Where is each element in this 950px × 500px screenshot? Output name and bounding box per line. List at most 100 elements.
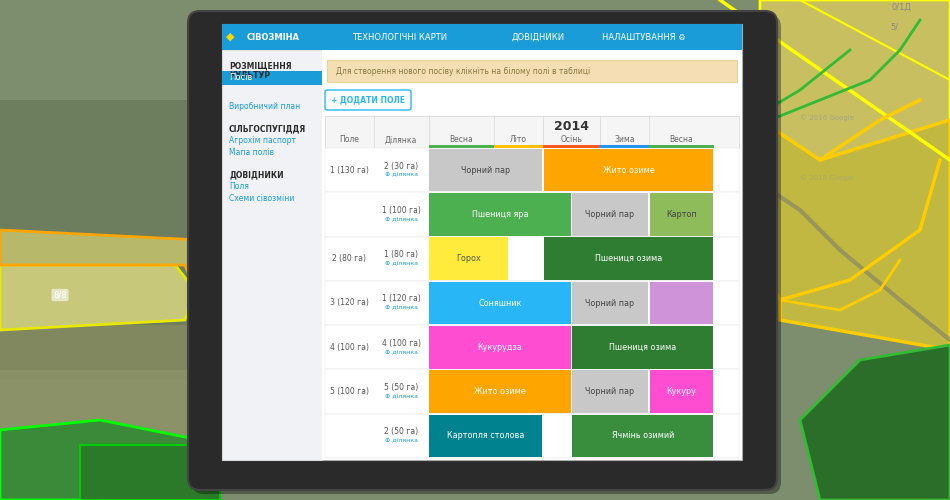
- Text: Жито озиме: Жито озиме: [474, 387, 525, 396]
- Bar: [325, 370, 739, 414]
- Bar: [599, 145, 649, 148]
- Text: Мапа полів: Мапа полів: [229, 148, 274, 157]
- Text: Кукуру: Кукуру: [667, 387, 696, 396]
- Text: Зима: Зима: [614, 136, 635, 144]
- Text: Осінь: Осінь: [560, 136, 582, 144]
- Circle shape: [731, 259, 737, 265]
- Bar: [0, 450, 180, 500]
- Bar: [650, 193, 713, 236]
- Bar: [572, 193, 648, 236]
- Text: 1 (130 га): 1 (130 га): [330, 166, 369, 174]
- Text: Весна: Весна: [449, 136, 473, 144]
- Text: 1/2: 1/2: [195, 308, 207, 317]
- Polygon shape: [740, 120, 950, 350]
- Text: 1 (120 га): 1 (120 га): [382, 294, 421, 304]
- Bar: [429, 326, 571, 368]
- Bar: [222, 71, 322, 85]
- Text: 8/8: 8/8: [53, 290, 67, 300]
- Bar: [572, 370, 648, 413]
- Text: СІВОЗМІНА: СІВОЗМІНА: [247, 32, 300, 42]
- Text: Пшениця озима: Пшениця озима: [595, 254, 662, 263]
- Text: СІЛЬГОСПУГІДДЯ: СІЛЬГОСПУГІДДЯ: [229, 124, 306, 133]
- Text: Схеми сівозміни: Схеми сівозміни: [229, 194, 294, 203]
- Text: Ділянка: Ділянка: [385, 136, 417, 144]
- Text: Агрохім паспорт: Агрохім паспорт: [229, 136, 296, 145]
- Bar: [572, 414, 713, 457]
- Bar: [543, 414, 571, 457]
- Bar: [325, 414, 739, 458]
- Text: 2 (80 га): 2 (80 га): [332, 254, 367, 263]
- Text: 2 (50 га): 2 (50 га): [384, 428, 418, 436]
- Bar: [542, 145, 599, 148]
- FancyBboxPatch shape: [325, 90, 411, 110]
- Bar: [494, 145, 542, 148]
- Bar: [543, 238, 713, 280]
- Text: + ДОДАТИ ПОЛЕ: + ДОДАТИ ПОЛЕ: [331, 96, 405, 104]
- Bar: [429, 193, 571, 236]
- FancyBboxPatch shape: [188, 11, 777, 490]
- Text: ⊕ ділянка: ⊕ ділянка: [385, 217, 418, 222]
- Text: Кукурудза: Кукурудза: [478, 343, 523, 352]
- Text: 5 (50 га): 5 (50 га): [384, 383, 418, 392]
- Text: ДОВІДНИКИ: ДОВІДНИКИ: [229, 170, 284, 179]
- Text: Чорний пар: Чорний пар: [585, 210, 635, 219]
- Text: 0/1Д: 0/1Д: [892, 3, 912, 12]
- Bar: [429, 370, 571, 413]
- Text: 2014: 2014: [554, 120, 589, 132]
- Text: 1 (100 га): 1 (100 га): [382, 206, 421, 215]
- Bar: [650, 370, 713, 413]
- Text: Жито озиме: Жито озиме: [602, 166, 655, 174]
- Text: Ячмінь озимий: Ячмінь озимий: [612, 432, 674, 440]
- Bar: [543, 149, 713, 192]
- Bar: [325, 281, 739, 325]
- Text: ⊕ ділянка: ⊕ ділянка: [385, 350, 418, 355]
- Text: ⊕ ділянка: ⊕ ділянка: [385, 394, 418, 399]
- Text: Картопля столова: Картопля столова: [446, 432, 524, 440]
- Text: Посів: Посів: [229, 74, 253, 82]
- Polygon shape: [0, 420, 200, 500]
- Bar: [325, 236, 739, 281]
- Text: ТЕХНОЛОГІЧНІ КАРТИ: ТЕХНОЛОГІЧНІ КАРТИ: [352, 32, 447, 42]
- Bar: [572, 326, 713, 368]
- Bar: [0, 370, 210, 500]
- Text: 5 (100 га): 5 (100 га): [330, 387, 369, 396]
- Bar: [325, 116, 739, 148]
- Text: Соняшник: Соняшник: [478, 298, 522, 308]
- Bar: [327, 60, 737, 82]
- Bar: [222, 24, 742, 460]
- Polygon shape: [0, 265, 195, 330]
- Text: Для створення нового посіву клікніть на білому полі в таблиці: Для створення нового посіву клікніть на …: [336, 66, 590, 76]
- Text: 3 (120 га): 3 (120 га): [330, 298, 369, 308]
- FancyArrowPatch shape: [231, 36, 232, 38]
- Text: ⊕ ділянка: ⊕ ділянка: [385, 172, 418, 178]
- Bar: [0, 100, 200, 380]
- Polygon shape: [800, 345, 950, 500]
- Bar: [0, 325, 200, 500]
- Bar: [572, 282, 648, 325]
- Bar: [222, 24, 742, 50]
- Bar: [325, 325, 739, 370]
- Bar: [649, 145, 714, 148]
- Bar: [429, 149, 542, 192]
- Text: Чорний пар: Чорний пар: [585, 298, 635, 308]
- Text: ДОВІДНИКИ: ДОВІДНИКИ: [512, 32, 565, 42]
- Text: 2 (30 га): 2 (30 га): [384, 162, 418, 170]
- Text: РОЗМІЩЕННЯ: РОЗМІЩЕННЯ: [229, 62, 292, 71]
- Text: Поле: Поле: [339, 136, 359, 144]
- Bar: [509, 238, 542, 280]
- Text: Пшениця яра: Пшениця яра: [471, 210, 528, 219]
- Bar: [325, 192, 739, 236]
- Text: 1 (80 га): 1 (80 га): [384, 250, 418, 259]
- Bar: [429, 238, 507, 280]
- Bar: [322, 50, 742, 460]
- Bar: [80, 445, 220, 500]
- Text: © 2016 Google: © 2016 Google: [800, 114, 854, 121]
- Bar: [222, 50, 322, 460]
- Text: Поля: Поля: [229, 182, 249, 191]
- Bar: [428, 145, 494, 148]
- Text: 4 (100 га): 4 (100 га): [382, 339, 421, 348]
- Text: ⊕ ділянка: ⊕ ділянка: [385, 261, 418, 266]
- Text: КУЛЬТУР: КУЛЬТУР: [229, 71, 270, 80]
- Text: ⊕ ділянка: ⊕ ділянка: [385, 306, 418, 310]
- Text: НАЛАШТУВАННЯ ⚙: НАЛАШТУВАННЯ ⚙: [602, 32, 686, 42]
